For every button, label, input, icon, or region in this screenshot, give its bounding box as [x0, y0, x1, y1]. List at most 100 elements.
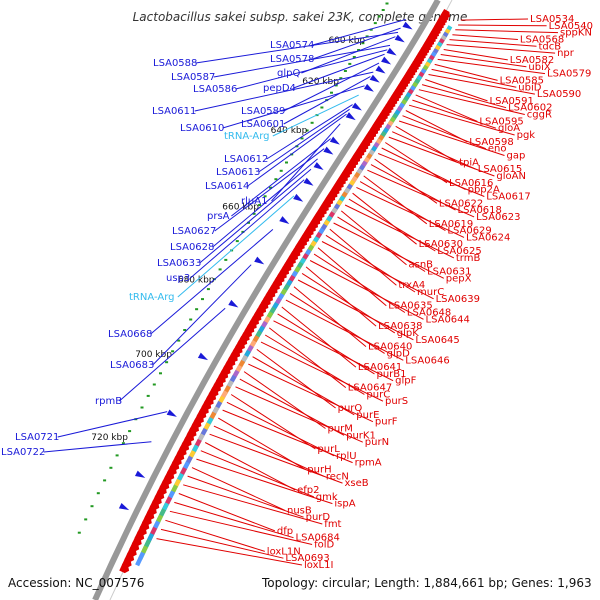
- right-gene-label: LSA0615: [478, 164, 522, 175]
- left-gene-label: LSA0586: [193, 84, 237, 95]
- right-label-connector: [165, 519, 265, 552]
- forward-gene-arrow: [279, 216, 290, 224]
- right-gene-label: LSA0638: [378, 321, 422, 332]
- left-label-connector: [213, 44, 391, 78]
- right-gene-label: murC: [417, 287, 444, 298]
- forward-gene-arrow: [394, 34, 405, 43]
- right-label-connector: [340, 210, 407, 266]
- forward-gene-arrow: [293, 193, 304, 202]
- left-label-connector: [283, 62, 380, 112]
- left-gene-label: glpQ: [277, 68, 300, 79]
- gc-dot: [241, 230, 245, 233]
- right-gene-label: fmt: [324, 519, 341, 530]
- left-label-connector: [212, 158, 318, 248]
- right-label-connector: [169, 510, 313, 545]
- right-gene-label: LSA0617: [486, 192, 530, 203]
- right-gene-label: LSA0540: [549, 21, 593, 32]
- gc-dot: [247, 221, 250, 224]
- left-label-connector: [272, 94, 359, 137]
- right-label-connector: [226, 401, 335, 457]
- right-label-connector: [391, 131, 477, 170]
- right-gene-label: purK1: [346, 430, 376, 441]
- right-label-connector: [156, 538, 303, 566]
- left-gene-label: LSA0627: [172, 226, 216, 237]
- forward-gene-arrow: [254, 256, 265, 265]
- right-label-connector: [174, 501, 294, 539]
- left-label-connector: [119, 307, 226, 402]
- right-label-connector: [337, 216, 426, 272]
- forward-strand-features: [118, 21, 413, 511]
- right-gene-label: purE: [356, 410, 379, 421]
- right-label-connector: [344, 204, 455, 259]
- left-gene-label: LSA0683: [110, 360, 154, 371]
- right-label-connector: [437, 58, 546, 75]
- gc-dot: [152, 383, 156, 386]
- gc-dot: [121, 442, 125, 445]
- gc-dot: [373, 22, 377, 25]
- right-label-connector: [187, 475, 304, 518]
- right-label-connector: [363, 175, 428, 225]
- right-label-connector: [348, 198, 436, 252]
- right-label-connector: [415, 94, 478, 122]
- right-label-connector: [160, 528, 284, 559]
- right-gene-label: glpF: [395, 376, 416, 387]
- right-gene-label: ispA: [334, 499, 355, 510]
- left-label-connector: [283, 76, 371, 125]
- forward-gene-arrow: [228, 299, 239, 308]
- right-label-connector: [239, 378, 345, 436]
- right-gene-label: purD: [306, 512, 331, 523]
- right-gene-label: LSA0684: [296, 533, 340, 544]
- left-gene-label: rpmB: [95, 396, 122, 407]
- right-label-connector: [460, 18, 529, 21]
- gc-dot: [84, 518, 88, 521]
- gc-dot: [218, 268, 222, 271]
- left-label-connector: [199, 168, 312, 264]
- left-label-connector: [293, 53, 385, 89]
- forward-gene-arrow: [402, 21, 413, 30]
- right-gene-label: purN: [365, 437, 389, 448]
- gc-dot: [274, 178, 278, 181]
- forward-gene-arrow: [386, 47, 397, 56]
- right-gene-label: purL: [317, 444, 340, 455]
- right-gene-label: cggR: [527, 110, 552, 121]
- right-gene-label: LSA0639: [436, 294, 480, 305]
- forward-gene-arrow: [329, 136, 340, 145]
- left-gene-label: tRNA-Arg: [129, 292, 174, 303]
- left-label-connector: [247, 113, 347, 187]
- left-label-connector: [177, 195, 295, 298]
- right-label-connector: [285, 299, 404, 361]
- right-label-group: LSA0534LSA0540sppKNLSA0568tdcBnprLSA0582…: [156, 14, 593, 571]
- right-gene-label: sppKN: [560, 28, 592, 39]
- right-gene-label: gmk: [316, 492, 338, 503]
- forward-gene-arrow: [369, 74, 380, 83]
- gc-dot: [77, 531, 81, 534]
- right-label-connector: [388, 136, 495, 177]
- right-gene-label: LSA0648: [407, 308, 451, 319]
- right-gene-label: purM: [328, 424, 353, 435]
- right-label-connector: [277, 313, 375, 375]
- right-gene-label: LSA0630: [419, 239, 463, 250]
- right-gene-label: LSA0640: [368, 342, 412, 353]
- right-label-connector: [418, 89, 525, 115]
- right-gene-label: gap: [507, 151, 526, 162]
- right-gene-label: ubiX: [528, 62, 550, 73]
- right-gene-label: LSA0616: [449, 178, 493, 189]
- right-gene-label: LSA0582: [510, 55, 554, 66]
- right-gene-label: glpD: [387, 348, 410, 359]
- right-gene-label: LSA0590: [537, 89, 581, 100]
- right-label-connector: [352, 192, 417, 245]
- kbp-tick-label: 720 kbp: [91, 433, 128, 443]
- gc-dot: [96, 492, 100, 495]
- right-gene-label: LSA0631: [427, 267, 471, 278]
- left-label-connector: [152, 264, 252, 366]
- gc-dot: [258, 204, 262, 206]
- right-gene-label: LSA0623: [476, 212, 520, 223]
- right-label-connector: [443, 49, 508, 61]
- left-gene-label: usp3: [166, 273, 190, 284]
- gc-dot: [146, 394, 150, 397]
- right-gene-label: LSA0629: [447, 226, 491, 237]
- right-label-connector: [425, 79, 488, 102]
- right-gene-label: recN: [326, 471, 349, 482]
- right-label-connector: [428, 74, 535, 95]
